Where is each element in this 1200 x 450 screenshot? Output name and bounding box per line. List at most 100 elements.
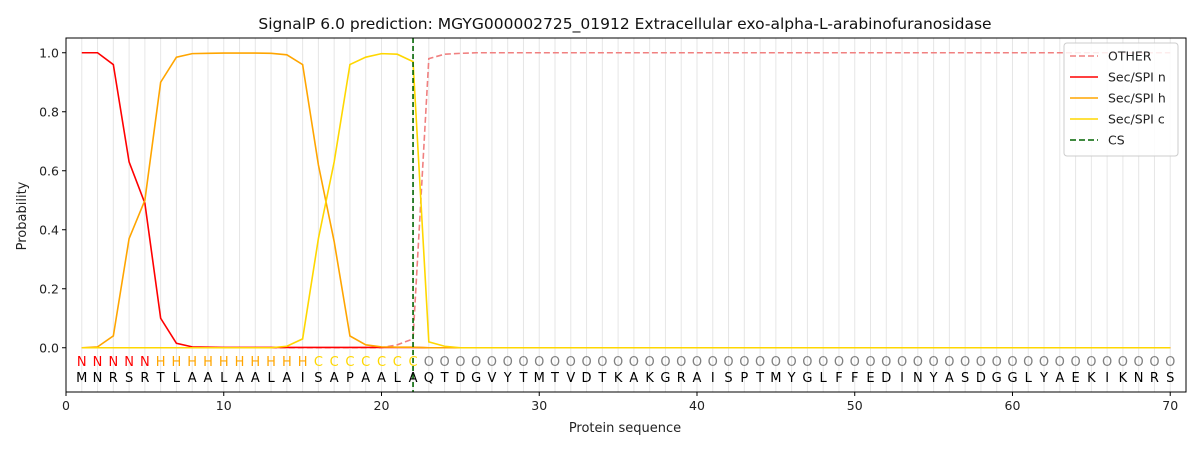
- region-label: C: [345, 355, 354, 370]
- x-tick-label: 0: [62, 398, 70, 413]
- region-label: O: [1039, 355, 1049, 370]
- region-label: O: [534, 355, 544, 370]
- residue-label: I: [900, 371, 904, 386]
- region-label: O: [818, 355, 828, 370]
- legend-entry: Sec/SPI c: [1108, 112, 1165, 127]
- residue-label: Y: [787, 371, 796, 386]
- residue-label: S: [125, 371, 133, 386]
- series-line-sec-spi-c: [81, 52, 1171, 349]
- residue-label: Y: [503, 371, 512, 386]
- region-label: O: [518, 355, 528, 370]
- residue-label: L: [1025, 371, 1033, 386]
- residue-label: A: [330, 371, 339, 386]
- x-tick-label: 70: [1162, 398, 1178, 413]
- residue-label: D: [455, 371, 465, 386]
- residue-label: E: [1071, 371, 1079, 386]
- y-tick-label: 0.4: [39, 222, 59, 237]
- residue-label: A: [629, 371, 638, 386]
- series-lines: [81, 38, 1171, 392]
- region-label: O: [1023, 355, 1033, 370]
- region-label: O: [739, 355, 749, 370]
- residue-label: R: [109, 371, 118, 386]
- residue-label: D: [881, 371, 891, 386]
- residue-label: L: [173, 371, 181, 386]
- region-label: O: [960, 355, 970, 370]
- residue-label: K: [645, 371, 654, 386]
- residue-label: F: [851, 371, 858, 386]
- x-tick-label: 50: [847, 398, 863, 413]
- region-label: N: [77, 355, 87, 370]
- region-label: O: [850, 355, 860, 370]
- residue-label: Y: [1039, 371, 1048, 386]
- x-tick-label: 40: [689, 398, 705, 413]
- residue-label: K: [614, 371, 623, 386]
- y-tick-label: 0.0: [39, 340, 59, 355]
- region-label: O: [581, 355, 591, 370]
- residue-label: M: [770, 371, 781, 386]
- residue-label: A: [188, 371, 197, 386]
- region-label: O: [550, 355, 560, 370]
- legend: OTHER Sec/SPI n Sec/SPI h Sec/SPI c CS: [1063, 42, 1179, 157]
- residue-label: K: [1087, 371, 1096, 386]
- region-label: O: [865, 355, 875, 370]
- residue-label: R: [677, 371, 686, 386]
- region-label: O: [787, 355, 797, 370]
- region-label: O: [660, 355, 670, 370]
- residue-label: T: [440, 371, 449, 386]
- residue-label: A: [409, 371, 418, 386]
- x-tick-label: 30: [531, 398, 547, 413]
- chart-title: SignalP 6.0 prediction: MGYG000002725_01…: [258, 15, 991, 34]
- residue-label: D: [976, 371, 986, 386]
- region-label: O: [424, 355, 434, 370]
- residue-label: M: [76, 371, 87, 386]
- plot-frame: [65, 37, 1187, 393]
- region-label: O: [692, 355, 702, 370]
- residue-label: G: [471, 371, 481, 386]
- residue-label: Q: [424, 371, 434, 386]
- region-label: O: [1118, 355, 1128, 370]
- legend-entry: Sec/SPI h: [1108, 91, 1166, 106]
- y-tick-label: 1.0: [39, 45, 59, 60]
- region-label: O: [503, 355, 513, 370]
- residue-label: N: [913, 371, 923, 386]
- residue-label: A: [1055, 371, 1064, 386]
- residue-label: T: [518, 371, 527, 386]
- region-label: O: [613, 355, 623, 370]
- x-tick-label: 20: [374, 398, 390, 413]
- region-label: O: [976, 355, 986, 370]
- region-label: C: [393, 355, 402, 370]
- residue-label: S: [961, 371, 969, 386]
- region-label: O: [723, 355, 733, 370]
- region-label: O: [928, 355, 938, 370]
- residue-label: G: [660, 371, 670, 386]
- region-label: O: [755, 355, 765, 370]
- residue-label: T: [755, 371, 764, 386]
- residue-label: T: [156, 371, 165, 386]
- residue-label: L: [220, 371, 228, 386]
- residue-label: P: [740, 371, 748, 386]
- region-label: H: [250, 355, 260, 370]
- region-label: O: [913, 355, 923, 370]
- region-label: C: [361, 355, 370, 370]
- region-label: O: [944, 355, 954, 370]
- residue-label: R: [140, 371, 149, 386]
- residue-label: N: [1134, 371, 1144, 386]
- region-label: O: [455, 355, 465, 370]
- residue-label: A: [282, 371, 291, 386]
- residue-label: S: [724, 371, 732, 386]
- region-label: O: [439, 355, 449, 370]
- axes: 0 10 20 30 40 50 60 70 0.0 0.2 0.4 0.6 0.8 1.0: [39, 45, 1178, 413]
- region-label: O: [708, 355, 718, 370]
- y-axis-label: Probability: [15, 181, 30, 250]
- region-label: O: [645, 355, 655, 370]
- region-label: O: [1149, 355, 1159, 370]
- region-label: N: [93, 355, 103, 370]
- region-label: O: [629, 355, 639, 370]
- residue-label: E: [866, 371, 874, 386]
- region-label: O: [597, 355, 607, 370]
- legend-entry: OTHER: [1108, 49, 1152, 64]
- region-label: C: [330, 355, 339, 370]
- y-tick-label: 0.8: [39, 104, 59, 119]
- legend-entry: Sec/SPI n: [1108, 70, 1166, 85]
- region-label: O: [566, 355, 576, 370]
